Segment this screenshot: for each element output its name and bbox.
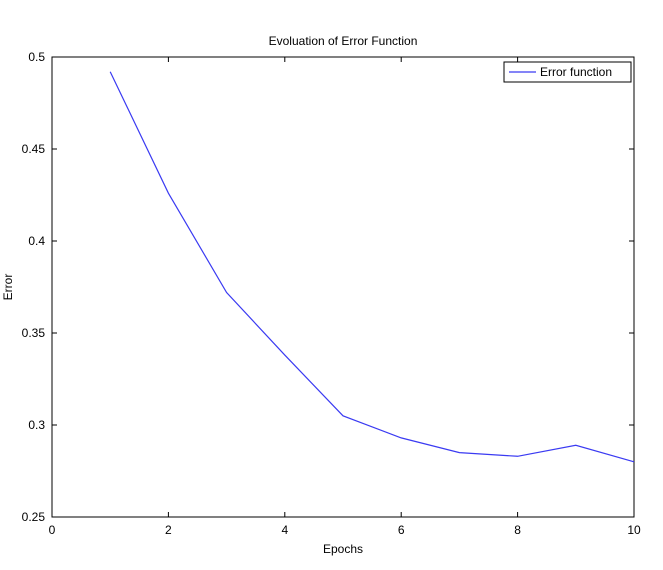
y-tick-label: 0.25 bbox=[22, 510, 46, 524]
x-tick-label: 8 bbox=[514, 523, 521, 537]
chart-title: Evoluation of Error Function bbox=[269, 34, 418, 48]
plot-area bbox=[51, 56, 635, 518]
legend-box bbox=[503, 61, 632, 83]
legend-label: Error function bbox=[540, 65, 612, 79]
x-tick-label: 10 bbox=[627, 523, 641, 537]
series-line-0 bbox=[109, 71, 635, 463]
x-axis-label: Epochs bbox=[323, 542, 363, 556]
y-tick-label: 0.4 bbox=[28, 234, 45, 248]
plot-border bbox=[51, 56, 635, 518]
y-tick-label: 0.45 bbox=[22, 142, 46, 156]
legend: Error function bbox=[503, 61, 632, 83]
y-axis-label: Error bbox=[1, 274, 15, 301]
axis-ticks: 0 2 4 6 8 10 0.25 0.3 0.35 0.4 0.45 0.5 bbox=[22, 50, 641, 537]
x-tick-label: 2 bbox=[165, 523, 172, 537]
y-tick-label: 0.5 bbox=[28, 50, 45, 64]
x-tick-label: 6 bbox=[398, 523, 405, 537]
y-tick-label: 0.3 bbox=[28, 418, 45, 432]
series-lines bbox=[109, 71, 635, 463]
y-tick-label: 0.35 bbox=[22, 326, 46, 340]
x-tick-label: 0 bbox=[49, 523, 56, 537]
x-tick-label: 4 bbox=[281, 523, 288, 537]
